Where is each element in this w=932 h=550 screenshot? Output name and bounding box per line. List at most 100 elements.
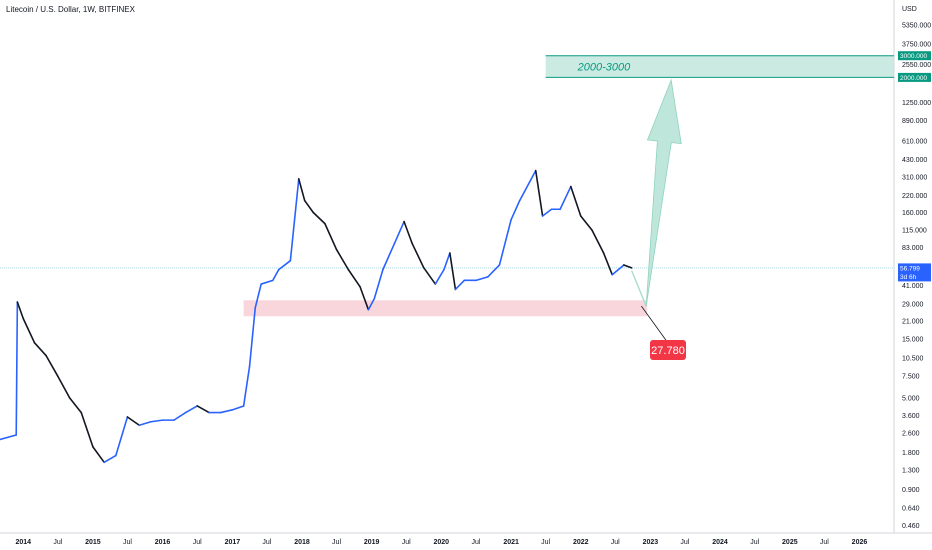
up-segment <box>518 169 537 202</box>
y-axis-title: USD <box>902 6 917 13</box>
up-segment <box>103 454 117 464</box>
down-segment <box>45 354 59 378</box>
down-segment <box>591 229 605 254</box>
up-segment <box>443 252 451 271</box>
down-segment <box>303 199 315 214</box>
y-tick-label: 10.500 <box>902 356 924 363</box>
down-segment <box>403 220 413 245</box>
up-segment <box>242 365 251 407</box>
up-segment <box>254 283 262 309</box>
x-tick-label: Jul <box>332 539 341 546</box>
overlay-layer: 27.780 3000.000 2000.000 56.799 3d 6h <box>631 51 931 360</box>
x-tick-label: 2019 <box>364 539 380 546</box>
annotation-pointer <box>641 305 669 344</box>
up-segment <box>510 199 521 221</box>
y-tick-label: 890.000 <box>902 118 927 125</box>
x-tick-label: Jul <box>472 539 481 546</box>
y-tick-label: 0.900 <box>902 487 920 494</box>
y-tick-label: 83.000 <box>902 245 924 252</box>
y-tick-label: 115.000 <box>902 228 927 235</box>
down-segment <box>126 416 141 427</box>
down-segment <box>16 301 25 320</box>
zones-layer: 2000-3000 <box>0 55 894 317</box>
x-tick-label: 2021 <box>503 539 519 546</box>
down-segment <box>602 252 614 276</box>
down-segment <box>312 211 326 225</box>
target-low-tag: 2000.000 <box>898 72 931 82</box>
target-low-tag-bg <box>898 72 931 82</box>
up-segment <box>219 409 234 414</box>
current-price-tag-subtext: 3d 6h <box>900 274 917 281</box>
up-segment <box>434 268 445 285</box>
up-segment <box>0 434 18 441</box>
up-segment <box>289 178 300 262</box>
x-tick-label: Jul <box>820 539 829 546</box>
down-segment <box>33 342 47 357</box>
up-segment <box>498 218 512 266</box>
x-tick-label: Jul <box>123 539 132 546</box>
y-tick-label: 7.500 <box>902 374 920 381</box>
up-segment <box>260 279 274 285</box>
up-segment <box>454 279 466 291</box>
up-segment <box>115 416 129 457</box>
y-axis: 5350.000 3750.000 2550.000 1250.000 890.000 6… <box>902 22 931 530</box>
target-high-tag-bg <box>898 51 931 61</box>
y-tick-label: 1250.000 <box>902 100 931 107</box>
x-tick-label: 2024 <box>712 539 728 546</box>
x-tick-label: 2020 <box>433 539 449 546</box>
down-segment <box>449 252 457 291</box>
down-segment <box>80 411 94 448</box>
down-segment <box>57 375 71 399</box>
current-price-tag-text: 56.799 <box>900 265 920 272</box>
up-segment <box>541 208 553 217</box>
x-tick-label: Jul <box>680 539 689 546</box>
down-segment <box>570 185 582 217</box>
x-tick-label: Jul <box>541 539 550 546</box>
up-segment <box>367 297 376 311</box>
target-zone <box>545 55 894 78</box>
y-tick-label: 310.000 <box>902 175 927 182</box>
x-tick-label: 2016 <box>155 539 171 546</box>
y-tick-label: 160.000 <box>902 210 927 217</box>
y-tick-label: 2.600 <box>902 430 920 437</box>
x-tick-label: Jul <box>750 539 759 546</box>
y-tick-label: 220.000 <box>902 193 927 200</box>
target-zone-label: 2000-3000 <box>577 62 631 74</box>
down-segment <box>347 268 361 288</box>
down-segment <box>579 215 593 231</box>
up-segment <box>487 264 501 278</box>
y-tick-label: 5350.000 <box>902 22 931 29</box>
down-segment <box>335 248 350 271</box>
x-tick-label: 2017 <box>225 539 241 546</box>
x-tick-label: 2015 <box>85 539 101 546</box>
x-tick-label: 2018 <box>294 539 310 546</box>
annotation-label: 27.780 <box>651 345 685 357</box>
y-tick-label: 41.000 <box>902 283 924 290</box>
down-segment <box>623 264 633 269</box>
down-segment <box>359 285 370 311</box>
up-segment <box>559 185 572 211</box>
x-tick-label: 2026 <box>852 539 868 546</box>
up-segment <box>611 264 625 276</box>
y-tick-label: 0.460 <box>902 523 920 530</box>
y-tick-label: 430.000 <box>902 157 927 164</box>
up-segment <box>15 301 19 436</box>
current-price-tag-bg <box>898 263 931 282</box>
up-segment <box>184 405 199 414</box>
down-segment <box>22 317 36 344</box>
y-tick-label: 1.300 <box>902 467 920 474</box>
up-segment <box>173 411 187 421</box>
target-high-tag: 3000.000 <box>898 51 931 61</box>
down-segment <box>92 446 105 464</box>
x-tick-label: 2014 <box>15 539 31 546</box>
down-segment <box>411 242 425 269</box>
y-tick-label: 3750.000 <box>902 41 931 48</box>
x-tick-label: Jul <box>262 539 271 546</box>
up-segment <box>277 259 292 271</box>
up-segment <box>248 306 257 368</box>
target-high-tag-text: 3000.000 <box>900 53 927 60</box>
down-segment <box>422 266 437 285</box>
x-tick-label: 2022 <box>573 539 589 546</box>
up-segment <box>382 242 396 271</box>
